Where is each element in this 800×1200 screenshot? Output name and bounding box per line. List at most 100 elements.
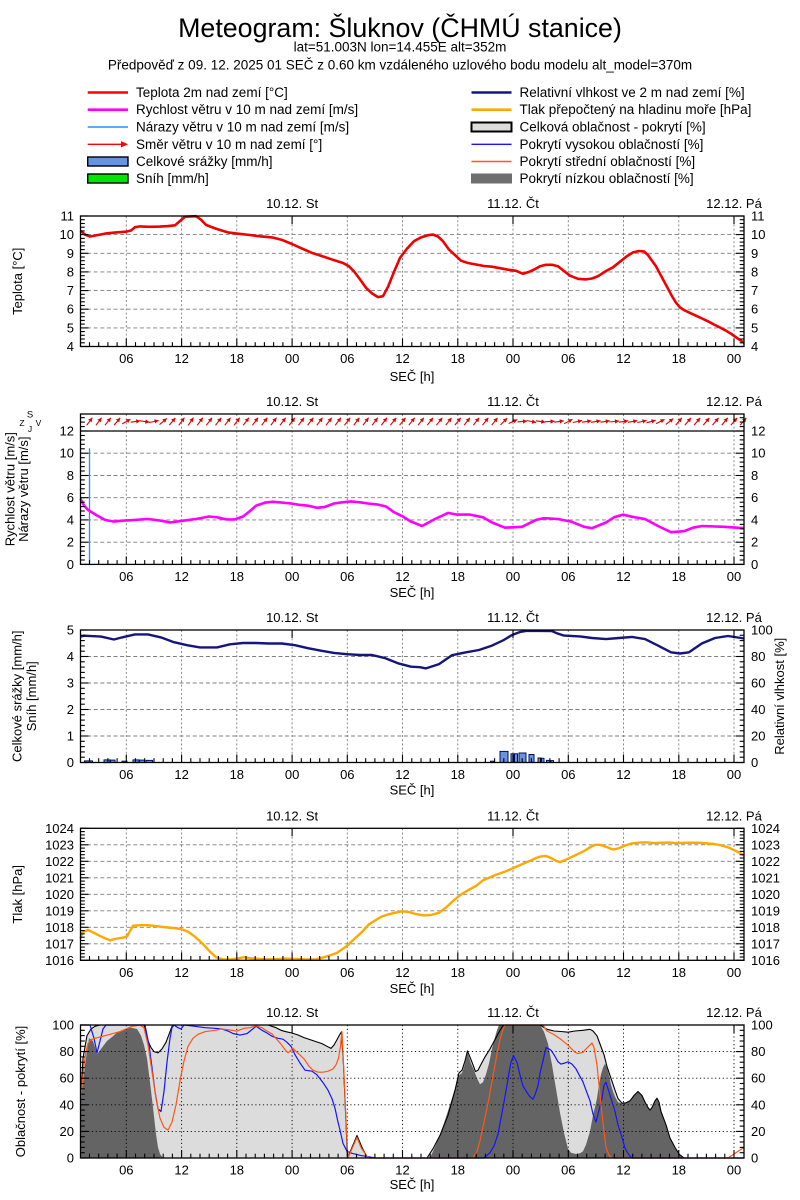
svg-text:J: J <box>28 424 32 434</box>
svg-text:20: 20 <box>751 729 765 744</box>
svg-text:SEČ [h]: SEČ [h] <box>390 585 435 600</box>
svg-text:Meteogram: Šluknov (ČHMÚ stani: Meteogram: Šluknov (ČHMÚ stanice) <box>178 12 622 43</box>
svg-text:Relativní vlhkost [%]: Relativní vlhkost [%] <box>772 638 787 755</box>
svg-text:4: 4 <box>67 649 74 664</box>
svg-text:Sníh [mm/h]: Sníh [mm/h] <box>24 661 39 731</box>
svg-text:12.12. Pá: 12.12. Pá <box>706 1005 762 1020</box>
svg-text:4: 4 <box>67 512 74 527</box>
svg-text:0: 0 <box>67 755 74 770</box>
svg-text:6: 6 <box>751 490 758 505</box>
svg-text:06: 06 <box>340 1163 354 1178</box>
svg-text:1022: 1022 <box>45 854 74 869</box>
svg-text:10.12. St: 10.12. St <box>266 196 318 211</box>
svg-text:12: 12 <box>395 965 409 980</box>
svg-text:80: 80 <box>751 649 765 664</box>
svg-text:Celkové srážky [mm/h]: Celkové srážky [mm/h] <box>136 154 273 169</box>
svg-text:12: 12 <box>174 965 188 980</box>
svg-text:06: 06 <box>561 351 575 366</box>
svg-text:10.12. St: 10.12. St <box>266 394 318 409</box>
svg-text:12.12. Pá: 12.12. Pá <box>706 394 762 409</box>
svg-text:1016: 1016 <box>751 953 780 968</box>
svg-text:1018: 1018 <box>45 920 74 935</box>
svg-text:18: 18 <box>672 767 686 782</box>
svg-text:5: 5 <box>67 320 74 335</box>
svg-text:18: 18 <box>451 767 465 782</box>
svg-text:S: S <box>27 409 33 420</box>
svg-text:4: 4 <box>67 339 74 354</box>
svg-text:1020: 1020 <box>45 887 74 902</box>
svg-text:12.12. Pá: 12.12. Pá <box>706 808 762 823</box>
svg-text:1019: 1019 <box>751 903 780 918</box>
svg-text:Z: Z <box>19 418 24 428</box>
svg-text:11.12. Čt: 11.12. Čt <box>487 394 539 409</box>
svg-text:4: 4 <box>751 512 758 527</box>
svg-text:40: 40 <box>60 1097 74 1112</box>
svg-text:60: 60 <box>751 1071 765 1086</box>
svg-text:10: 10 <box>751 446 765 461</box>
svg-text:06: 06 <box>340 965 354 980</box>
svg-text:Směr větru v 10 m nad zemí [°]: Směr větru v 10 m nad zemí [°] <box>136 137 322 152</box>
svg-text:00: 00 <box>285 351 299 366</box>
svg-text:V: V <box>36 418 42 428</box>
svg-text:Nárazy větru v 10 m nad zemí [: Nárazy větru v 10 m nad zemí [m/s] <box>136 120 349 135</box>
svg-text:Rychlost větru v 10 m nad zemí: Rychlost větru v 10 m nad zemí [m/s] <box>136 102 358 117</box>
svg-text:18: 18 <box>230 1163 244 1178</box>
svg-text:06: 06 <box>119 1163 133 1178</box>
svg-text:SEČ [h]: SEČ [h] <box>390 981 435 996</box>
svg-text:12: 12 <box>616 351 630 366</box>
svg-text:20: 20 <box>60 1124 74 1139</box>
svg-text:60: 60 <box>751 676 765 691</box>
svg-text:12: 12 <box>174 351 188 366</box>
svg-text:0: 0 <box>67 1151 74 1166</box>
svg-text:Oblačnost - pokrytí [%]: Oblačnost - pokrytí [%] <box>13 1026 28 1158</box>
svg-text:1018: 1018 <box>751 920 780 935</box>
svg-text:00: 00 <box>727 965 741 980</box>
svg-text:11.12. Čt: 11.12. Čt <box>487 610 539 625</box>
svg-text:1016: 1016 <box>45 953 74 968</box>
svg-text:3: 3 <box>67 676 74 691</box>
svg-text:18: 18 <box>672 351 686 366</box>
svg-text:Nárazy větru [m/s]: Nárazy větru [m/s] <box>16 436 31 541</box>
svg-text:00: 00 <box>727 767 741 782</box>
svg-text:18: 18 <box>230 767 244 782</box>
svg-text:18: 18 <box>672 569 686 584</box>
svg-text:2: 2 <box>67 535 74 550</box>
svg-text:8: 8 <box>67 264 74 279</box>
svg-text:00: 00 <box>727 351 741 366</box>
svg-text:00: 00 <box>506 351 520 366</box>
svg-text:00: 00 <box>285 1163 299 1178</box>
svg-text:1023: 1023 <box>751 837 780 852</box>
svg-text:10: 10 <box>751 227 765 242</box>
svg-text:10: 10 <box>60 446 74 461</box>
svg-text:SEČ [h]: SEČ [h] <box>390 369 435 384</box>
svg-text:2: 2 <box>67 702 74 717</box>
svg-text:9: 9 <box>751 246 758 261</box>
svg-text:06: 06 <box>340 569 354 584</box>
svg-text:00: 00 <box>727 1163 741 1178</box>
svg-text:20: 20 <box>751 1124 765 1139</box>
svg-text:06: 06 <box>561 569 575 584</box>
svg-text:00: 00 <box>727 569 741 584</box>
svg-text:12: 12 <box>616 767 630 782</box>
svg-text:4: 4 <box>751 339 758 354</box>
svg-text:2: 2 <box>751 535 758 550</box>
svg-text:12: 12 <box>60 424 74 439</box>
svg-text:8: 8 <box>751 264 758 279</box>
svg-text:06: 06 <box>340 351 354 366</box>
svg-text:40: 40 <box>751 702 765 717</box>
svg-text:12: 12 <box>616 965 630 980</box>
svg-text:7: 7 <box>67 283 74 298</box>
svg-text:18: 18 <box>451 965 465 980</box>
svg-text:18: 18 <box>230 569 244 584</box>
svg-text:0: 0 <box>751 557 758 572</box>
svg-text:5: 5 <box>751 320 758 335</box>
svg-text:0: 0 <box>751 1151 758 1166</box>
svg-text:12: 12 <box>395 569 409 584</box>
svg-text:lat=51.003N lon=14.455E alt=35: lat=51.003N lon=14.455E alt=352m <box>294 40 507 55</box>
svg-text:8: 8 <box>751 468 758 483</box>
svg-text:06: 06 <box>340 767 354 782</box>
svg-text:Tlak přepočtený na hladinu moř: Tlak přepočtený na hladinu moře [hPa] <box>520 102 752 117</box>
svg-text:11.12. Čt: 11.12. Čt <box>487 196 539 211</box>
svg-text:10.12. St: 10.12. St <box>266 808 318 823</box>
svg-text:Rychlost větru [m/s]: Rychlost větru [m/s] <box>3 432 18 546</box>
